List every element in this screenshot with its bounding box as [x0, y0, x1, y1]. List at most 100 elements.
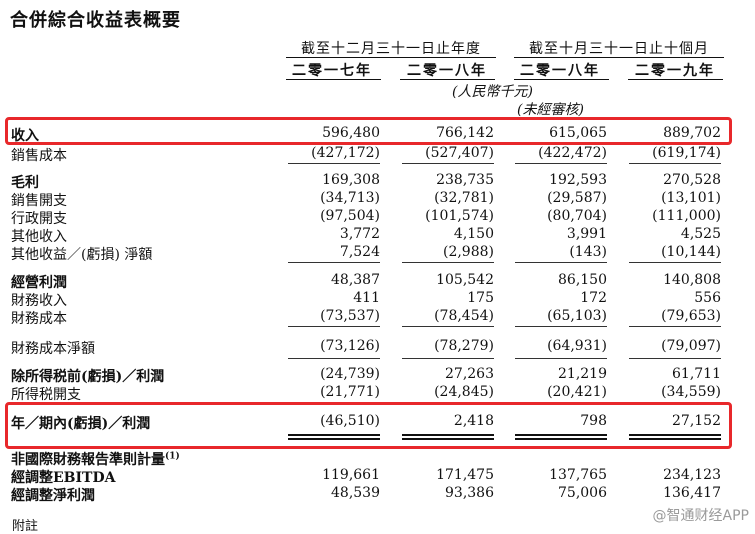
- value-cell: (32,781): [434, 190, 494, 206]
- value-cell: 86,150: [558, 272, 607, 288]
- value-cell: 119,661: [322, 467, 380, 483]
- row-label-text: 財務成本: [11, 311, 67, 327]
- subtotal-rule: [402, 163, 494, 164]
- value-cell: 238,735: [436, 172, 494, 188]
- value-cell: 93,386: [445, 485, 494, 501]
- row-label-text: 其他收入: [11, 229, 67, 245]
- row-label: 行政開支: [11, 208, 67, 228]
- row-label-text: 年／期內(虧損)／利潤: [11, 416, 151, 432]
- row-label-text: 收入: [11, 128, 39, 144]
- row-label: 財務收入: [11, 290, 67, 310]
- value-cell: (2,988): [442, 244, 494, 260]
- row-label-text: 財務收入: [11, 293, 67, 309]
- footnote-marker: (1): [165, 451, 180, 462]
- value-cell: 175: [467, 290, 494, 306]
- value-cell: (527,407): [425, 145, 494, 161]
- highlight-period-profit: [5, 402, 732, 449]
- row-label: 經營利潤: [11, 272, 67, 292]
- row-label-text: 所得税開支: [11, 387, 81, 403]
- row-label: 銷售開支: [11, 190, 67, 210]
- row-label: 收入: [11, 125, 39, 145]
- year-underline: [400, 79, 495, 80]
- value-cell: 4,525: [680, 226, 721, 242]
- unaudited-label: (未經審核): [517, 102, 584, 118]
- header-underline: [286, 57, 496, 58]
- subtotal-rule: [288, 163, 380, 164]
- value-cell: 172: [580, 290, 607, 306]
- value-cell: (21,771): [320, 384, 380, 400]
- row-label: 財務成本: [11, 308, 67, 328]
- period-header-annual: 截至十二月三十一日止年度: [301, 41, 481, 57]
- value-cell: 3,772: [339, 226, 380, 242]
- value-cell: 48,387: [331, 272, 380, 288]
- value-cell: 48,539: [331, 485, 380, 501]
- subtotal-rule: [402, 326, 494, 327]
- year-underline: [628, 79, 723, 80]
- row-label-text: 經調整EBITDA: [11, 470, 116, 486]
- value-cell: (73,126): [320, 338, 380, 354]
- row-label: 經調整EBITDA: [11, 467, 115, 487]
- row-label: 其他收入: [11, 226, 67, 246]
- row-label-text: 銷售成本: [11, 148, 67, 164]
- value-cell: (80,704): [547, 208, 607, 224]
- row-label-text: 銷售開支: [11, 193, 67, 209]
- value-cell: (24,739): [320, 366, 380, 382]
- value-cell: 234,123: [663, 467, 721, 483]
- value-cell: (65,103): [547, 308, 607, 324]
- value-cell: (97,504): [320, 208, 380, 224]
- value-cell: 75,006: [558, 485, 607, 501]
- value-cell: 169,308: [322, 172, 380, 188]
- row-label-text: 除所得税前(虧損)／利潤: [11, 369, 165, 385]
- footnote-label: 附註: [12, 519, 39, 534]
- subtotal-rule: [288, 358, 380, 359]
- subtotal-rule: [629, 326, 721, 327]
- value-cell: (20,421): [547, 384, 607, 400]
- value-cell: 21,219: [558, 366, 607, 382]
- value-cell: 615,065: [549, 125, 607, 141]
- row-label: 其他收益／(虧損) 淨額: [11, 244, 152, 264]
- value-cell: 270,528: [663, 172, 721, 188]
- value-cell: (34,559): [661, 384, 721, 400]
- value-cell: 3,991: [566, 226, 607, 242]
- value-cell: 61,711: [672, 366, 721, 382]
- value-cell: 556: [694, 290, 721, 306]
- value-cell: (79,653): [661, 308, 721, 324]
- row-label: 毛利: [11, 172, 39, 192]
- total-double-rule: [288, 434, 380, 436]
- subtotal-rule: [629, 163, 721, 164]
- total-double-rule: [288, 438, 380, 440]
- total-double-rule: [515, 438, 607, 440]
- subtotal-rule: [515, 326, 607, 327]
- value-cell: (619,174): [652, 145, 721, 161]
- value-cell: 411: [353, 290, 380, 306]
- row-label-text: 非國際財務報告準則計量: [11, 452, 165, 468]
- subtotal-rule: [629, 358, 721, 359]
- watermark: @智通财经APP: [652, 508, 749, 524]
- value-cell: (79,097): [661, 338, 721, 354]
- year-underline: [286, 79, 381, 80]
- value-cell: 27,152: [672, 413, 721, 429]
- subtotal-rule: [402, 358, 494, 359]
- year-header: 二零一八年: [520, 63, 600, 79]
- value-cell: 4,150: [453, 226, 494, 242]
- value-cell: (29,587): [547, 190, 607, 206]
- value-cell: (427,172): [311, 145, 380, 161]
- row-label: 非國際財務報告準則計量(1): [11, 449, 180, 469]
- value-cell: 137,765: [549, 467, 607, 483]
- value-cell: (422,472): [538, 145, 607, 161]
- row-label: 除所得税前(虧損)／利潤: [11, 366, 164, 386]
- unit-label: (人民幣千元): [452, 84, 533, 100]
- row-label-text: 經營利潤: [11, 275, 67, 291]
- year-header: 二零一九年: [635, 63, 715, 79]
- total-double-rule: [402, 438, 494, 440]
- subtotal-rule: [515, 163, 607, 164]
- value-cell: 596,480: [322, 125, 380, 141]
- header-underline: [514, 57, 724, 58]
- value-cell: (143): [569, 244, 607, 260]
- value-cell: 889,702: [663, 125, 721, 141]
- value-cell: 140,808: [663, 272, 721, 288]
- page-title: 合併綜合收益表概要: [10, 10, 181, 31]
- year-header: 二零一七年: [292, 63, 372, 79]
- value-cell: 105,542: [436, 272, 494, 288]
- row-label: 年／期內(虧損)／利潤: [11, 413, 150, 433]
